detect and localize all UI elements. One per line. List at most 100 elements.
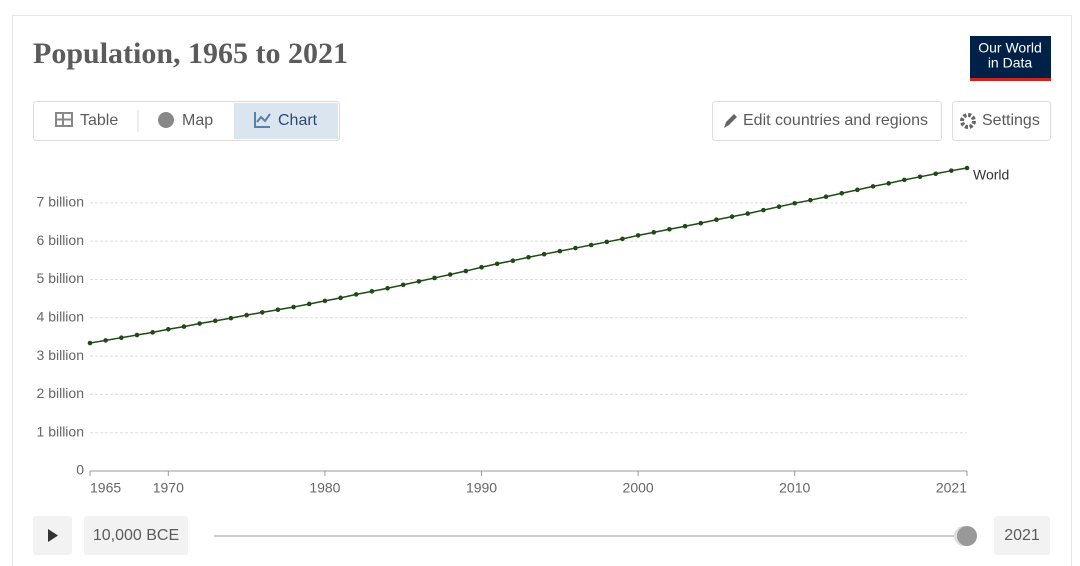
data-point bbox=[338, 295, 343, 301]
data-point bbox=[212, 318, 218, 324]
data-point bbox=[134, 332, 140, 338]
data-point bbox=[902, 177, 907, 183]
data-point bbox=[729, 214, 735, 219]
button-label: Settings bbox=[982, 112, 1040, 129]
data-point bbox=[541, 251, 547, 257]
y-tick-label: 5 billion bbox=[37, 270, 84, 286]
button-label: 10,000 BCE bbox=[93, 527, 179, 544]
y-tick-label: 0 bbox=[76, 462, 84, 478]
data-point bbox=[119, 335, 124, 340]
data-point bbox=[447, 272, 453, 277]
y-tick-label: 6 billion bbox=[37, 232, 84, 248]
start-button[interactable]: 10,000 BCE bbox=[84, 516, 188, 555]
logo[interactable]: Our World in Data bbox=[970, 36, 1051, 81]
data-point bbox=[870, 184, 876, 189]
x-tick-label: 1970 bbox=[153, 480, 184, 496]
data-point bbox=[400, 282, 406, 288]
button-bg bbox=[712, 101, 942, 141]
data-point bbox=[698, 220, 704, 226]
x-tick-label: 1990 bbox=[466, 480, 497, 496]
data-point bbox=[228, 315, 234, 321]
play-button[interactable] bbox=[33, 516, 72, 555]
logo-stripe bbox=[970, 78, 1051, 81]
data-point bbox=[259, 310, 265, 315]
data-point bbox=[385, 285, 390, 291]
tab-label: Map bbox=[182, 112, 213, 129]
y-tick-label: 1 billion bbox=[37, 423, 84, 439]
data-point bbox=[635, 233, 641, 238]
data-point bbox=[166, 326, 171, 332]
data-point bbox=[604, 239, 610, 245]
data-point bbox=[761, 207, 766, 213]
data-point bbox=[275, 307, 281, 313]
logo-box bbox=[970, 36, 1051, 81]
y-tick-label: 2 billion bbox=[37, 385, 84, 401]
data-point bbox=[291, 304, 296, 310]
data-point bbox=[432, 275, 437, 281]
tab-active-bg bbox=[234, 103, 338, 139]
data-point bbox=[588, 242, 594, 248]
x-tick-label: 1980 bbox=[309, 480, 340, 496]
data-point bbox=[933, 171, 938, 177]
icon bbox=[158, 112, 174, 128]
tab-label: Chart bbox=[278, 112, 318, 129]
data-point bbox=[479, 264, 484, 270]
data-point bbox=[855, 187, 860, 193]
edit-button[interactable]: Edit countries and regions bbox=[712, 101, 942, 141]
data-point bbox=[964, 165, 970, 171]
icon bbox=[48, 529, 58, 542]
icon bbox=[960, 113, 976, 129]
x-tick-label: 2021 bbox=[936, 480, 967, 496]
data-point bbox=[510, 258, 516, 264]
slider-handle[interactable] bbox=[957, 526, 977, 546]
data-point bbox=[416, 279, 422, 284]
data-point bbox=[197, 321, 202, 326]
y-tick-label: 4 billion bbox=[37, 308, 84, 324]
icon bbox=[724, 114, 737, 128]
data-point bbox=[463, 268, 469, 274]
data-point bbox=[306, 301, 312, 307]
logo-text: Our World bbox=[978, 40, 1042, 56]
tab-label: Table bbox=[80, 112, 118, 129]
tab-chart[interactable]: Chart bbox=[254, 112, 318, 129]
logo-text: in Data bbox=[988, 55, 1033, 71]
tab-table[interactable]: Table bbox=[55, 112, 118, 129]
data-point bbox=[353, 292, 359, 297]
data-point bbox=[667, 226, 672, 232]
data-point bbox=[150, 330, 155, 335]
button-bg bbox=[952, 101, 1051, 141]
data-point bbox=[886, 181, 891, 186]
data-point bbox=[87, 340, 93, 346]
data-point bbox=[808, 197, 813, 203]
button-label: Edit countries and regions bbox=[743, 112, 928, 129]
end-button[interactable]: 2021 bbox=[994, 516, 1050, 555]
tab-map[interactable]: Map bbox=[158, 112, 213, 129]
data-point bbox=[573, 245, 578, 251]
button-bg bbox=[84, 516, 188, 555]
data-point bbox=[494, 261, 500, 267]
icon bbox=[256, 113, 271, 123]
data-point bbox=[823, 194, 829, 200]
data-point bbox=[526, 254, 531, 260]
button-label: 2021 bbox=[1004, 527, 1040, 544]
data-point bbox=[776, 204, 782, 209]
data-point bbox=[949, 168, 954, 173]
x-tick-label: 2010 bbox=[779, 480, 810, 496]
data-point bbox=[745, 211, 751, 216]
title: Population, 1965 to 2021 bbox=[33, 37, 348, 70]
data-point bbox=[322, 298, 328, 304]
plot: 0 1 billion 2 billion 3 billion 4 billion 5 b… bbox=[37, 165, 1009, 496]
x-tick-label: 1965 bbox=[90, 480, 121, 496]
data-point bbox=[792, 200, 798, 206]
x-tick-label: 2000 bbox=[623, 480, 654, 496]
series-label: World bbox=[973, 167, 1009, 183]
data-point bbox=[244, 312, 249, 318]
data-point bbox=[917, 174, 923, 180]
data-point bbox=[181, 324, 187, 329]
data-point bbox=[839, 190, 845, 196]
data-point bbox=[682, 223, 688, 229]
settings-button[interactable]: Settings bbox=[952, 101, 1051, 141]
data-point bbox=[557, 248, 563, 254]
